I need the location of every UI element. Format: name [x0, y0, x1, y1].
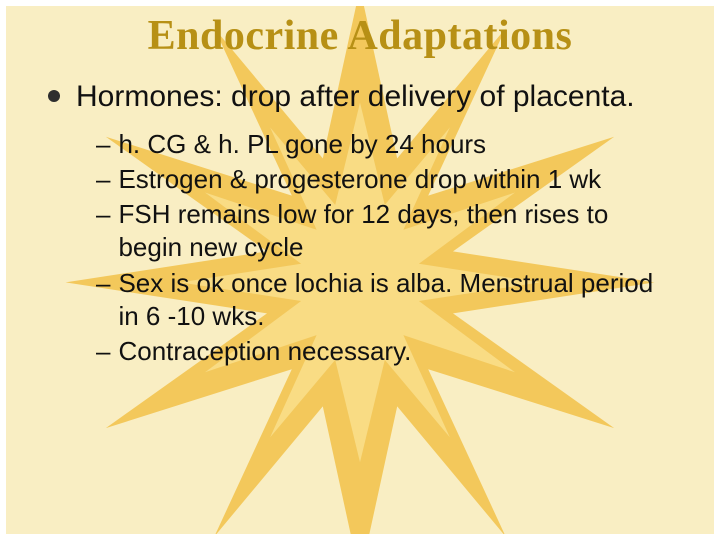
- bullet-icon: [48, 90, 60, 102]
- sub-bullet-text: Contraception necessary.: [118, 335, 411, 368]
- dash-icon: –: [96, 198, 110, 231]
- sub-bullet: – h. CG & h. PL gone by 24 hours: [96, 128, 670, 161]
- slide: Endocrine Adaptations Hormones: drop aft…: [0, 0, 720, 540]
- sub-bullet-text: Estrogen & progesterone drop within 1 wk: [118, 163, 601, 196]
- dash-icon: –: [96, 128, 110, 161]
- sub-bullet: – Contraception necessary.: [96, 335, 670, 368]
- dash-icon: –: [96, 267, 110, 300]
- sub-bullet-text: FSH remains low for 12 days, then rises …: [118, 198, 670, 265]
- main-bullet-text: Hormones: drop after delivery of placent…: [76, 78, 635, 116]
- sub-bullet-text: h. CG & h. PL gone by 24 hours: [118, 128, 486, 161]
- sub-bullet-text: Sex is ok once lochia is alba. Menstrual…: [118, 267, 670, 334]
- dash-icon: –: [96, 335, 110, 368]
- main-bullet: Hormones: drop after delivery of placent…: [48, 78, 690, 116]
- slide-title: Endocrine Adaptations: [30, 12, 690, 60]
- dash-icon: –: [96, 163, 110, 196]
- sub-bullet: – Estrogen & progesterone drop within 1 …: [96, 163, 670, 196]
- content-area: Endocrine Adaptations Hormones: drop aft…: [0, 0, 720, 368]
- sub-bullet-list: – h. CG & h. PL gone by 24 hours – Estro…: [96, 128, 670, 369]
- sub-bullet: – FSH remains low for 12 days, then rise…: [96, 198, 670, 265]
- sub-bullet: – Sex is ok once lochia is alba. Menstru…: [96, 267, 670, 334]
